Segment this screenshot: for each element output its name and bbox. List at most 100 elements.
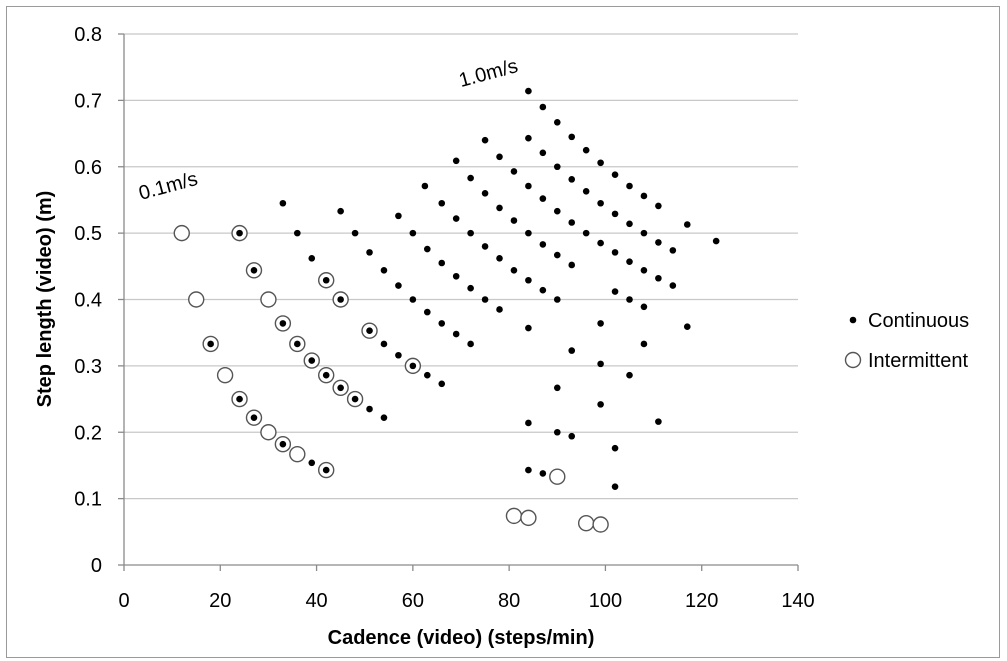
continuous-point	[424, 245, 431, 253]
continuous-point	[539, 149, 547, 157]
continuous-point	[582, 188, 590, 195]
chart-frame	[6, 6, 1000, 658]
continuous-point	[294, 340, 301, 348]
continuous-point	[452, 215, 460, 222]
continuous-point	[539, 103, 547, 111]
continuous-point	[525, 419, 532, 427]
continuous-point	[351, 229, 359, 237]
continuous-point	[481, 243, 489, 250]
continuous-point	[568, 133, 576, 141]
continuous-point	[395, 282, 402, 289]
continuous-point	[640, 266, 648, 274]
continuous-point	[279, 199, 287, 207]
continuous-point	[308, 459, 316, 467]
continuous-point	[568, 432, 576, 440]
legend-marker-continuous	[849, 316, 857, 324]
continuous-point	[250, 266, 258, 274]
data-points	[173, 87, 720, 533]
continuous-point	[421, 182, 429, 190]
continuous-point	[207, 340, 214, 348]
x-tick-label: 120	[685, 590, 718, 612]
y-tick-label: 0.5	[74, 223, 102, 245]
y-tick-label: 0.2	[74, 422, 102, 444]
continuous-point	[452, 330, 460, 338]
intermittent-point	[188, 291, 205, 308]
intermittent-point	[173, 224, 190, 242]
continuous-point	[568, 219, 576, 226]
x-tick-label: 60	[402, 590, 424, 612]
continuous-point	[481, 136, 489, 144]
continuous-point	[525, 276, 532, 284]
continuous-point	[640, 192, 648, 200]
continuous-point	[683, 221, 691, 228]
x-tick-label: 80	[498, 590, 520, 612]
continuous-point	[597, 239, 604, 247]
continuous-point	[611, 483, 619, 490]
intermittent-point	[549, 468, 566, 485]
continuous-point	[597, 360, 604, 368]
legend-label-continuous: Continuous	[868, 310, 969, 332]
continuous-point	[597, 199, 604, 207]
intermittent-point	[577, 514, 595, 532]
continuous-point	[481, 296, 489, 303]
continuous-point	[611, 249, 619, 256]
continuous-point	[553, 163, 561, 171]
continuous-point	[597, 401, 604, 408]
y-axis-title: Step length (video) (m)	[34, 191, 56, 408]
x-tick-label: 0	[118, 590, 129, 612]
continuous-point	[467, 229, 474, 237]
annotations: 0.1m/s 1.0m/s	[136, 55, 520, 205]
intermittent-point	[592, 516, 609, 533]
continuous-point	[380, 266, 388, 274]
intermittent-point	[260, 291, 277, 308]
continuous-point	[553, 296, 561, 303]
continuous-point	[438, 259, 446, 267]
continuous-point	[496, 153, 503, 161]
speed-annotation: 0.1m/s	[136, 168, 200, 205]
continuous-point	[308, 255, 316, 262]
speed-annotation: 1.0m/s	[457, 55, 521, 92]
legend-label-intermittent: Intermittent	[868, 350, 968, 372]
continuous-point	[626, 371, 633, 379]
continuous-point	[496, 204, 503, 212]
continuous-point	[525, 87, 532, 95]
continuous-point	[409, 296, 417, 303]
continuous-point	[395, 351, 402, 359]
continuous-point	[553, 428, 561, 436]
x-tick-label: 40	[305, 590, 327, 612]
continuous-point	[525, 229, 532, 237]
continuous-point	[510, 266, 518, 274]
continuous-point	[640, 229, 648, 237]
y-tick-label: 0	[91, 555, 102, 577]
legend: Continuous Intermittent	[844, 310, 969, 372]
continuous-point	[438, 380, 446, 388]
continuous-point	[655, 418, 662, 425]
continuous-point	[294, 229, 301, 237]
continuous-point	[525, 324, 532, 332]
continuous-point	[322, 466, 330, 474]
x-tick-label: 20	[209, 590, 231, 612]
continuous-point	[525, 466, 532, 474]
continuous-point	[322, 371, 330, 379]
continuous-point	[597, 320, 604, 327]
continuous-point	[366, 249, 373, 256]
continuous-point	[553, 207, 561, 215]
continuous-point	[395, 212, 402, 220]
continuous-point	[626, 296, 633, 303]
continuous-point	[351, 395, 359, 403]
continuous-point	[611, 288, 619, 295]
continuous-point	[655, 274, 662, 282]
continuous-point	[611, 210, 619, 218]
continuous-point	[279, 320, 287, 327]
continuous-point	[322, 276, 330, 284]
continuous-point	[481, 190, 489, 197]
intermittent-point	[289, 445, 306, 463]
continuous-point	[510, 168, 518, 175]
continuous-point	[669, 247, 677, 254]
continuous-point	[568, 176, 576, 183]
continuous-point	[337, 296, 344, 303]
continuous-point	[424, 308, 431, 316]
x-axis-title: Cadence (video) (steps/min)	[328, 627, 595, 649]
continuous-point	[510, 217, 518, 224]
